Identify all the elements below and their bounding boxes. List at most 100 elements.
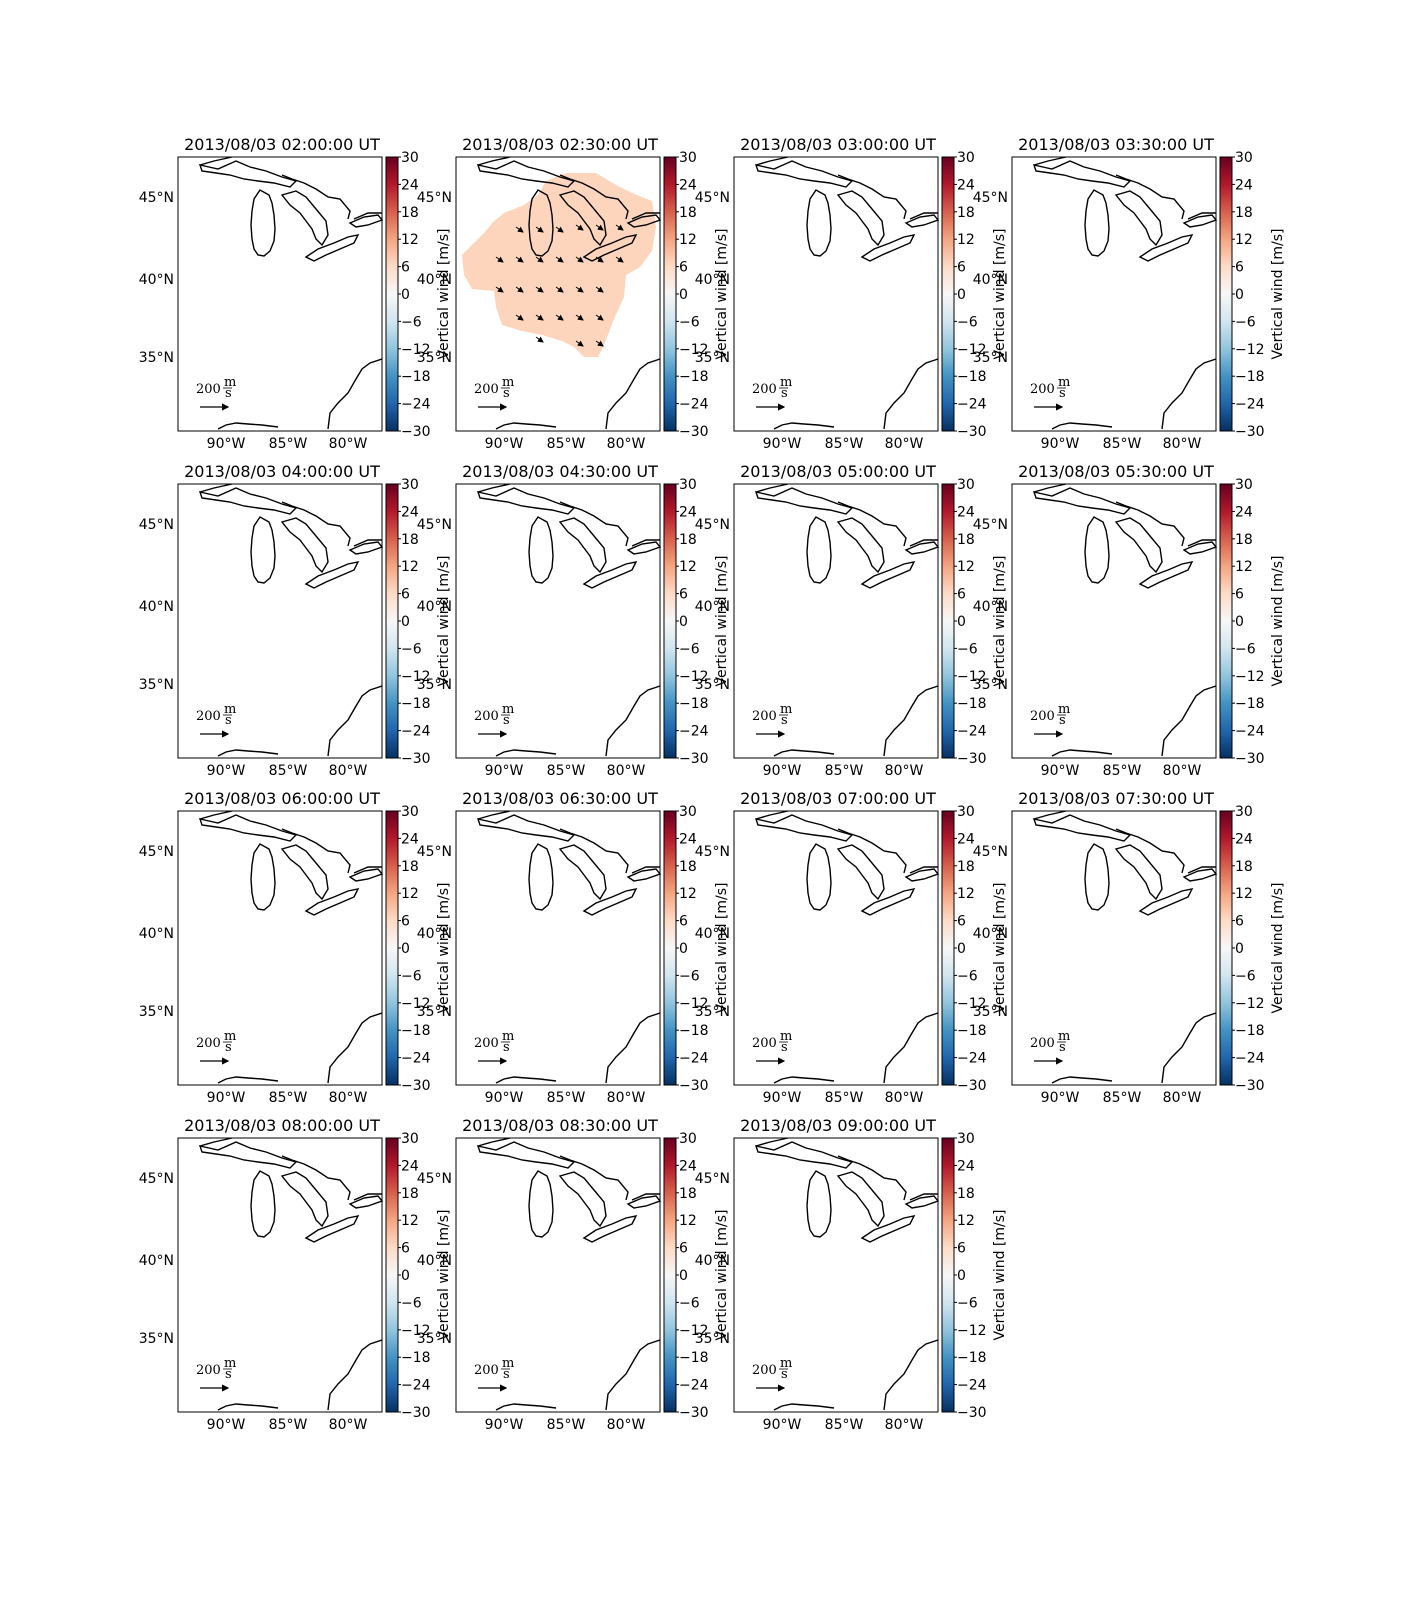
colorbar-tick-label: 12 [679,1213,697,1229]
panel-title: 2013/08/03 03:00:00 UT [740,135,936,154]
colorbar-tick-label: −12 [401,996,431,1012]
colorbar-tick-label: 6 [401,260,410,276]
coastline [773,749,835,757]
quiver-key-unit-den: s [1059,1040,1066,1055]
quiver-key-unit-num: m [224,1029,236,1044]
colorbar: 30 24 18 12 6 0 −6 −12 −18 −24 −30 Vertical wind [m… [663,150,730,440]
plot-frame [1011,810,1217,1086]
lat-tick-label: 45°N [695,190,730,206]
lon-tick-label: 80°W [329,436,368,452]
coastline [495,749,557,757]
colorbar: 30 24 18 12 6 0 −6 −12 −18 −24 −30 Vertical wind [m… [663,477,730,767]
coastline [773,1403,835,1411]
lat-tick-label: 45°N [417,190,452,206]
map-panel: 2013/08/03 08:30:00 UT 45°N 40°N 35°N 90°W 85… [417,1116,730,1433]
quiver-key-unit-num: m [502,1029,514,1044]
quiver-key-unit-num: m [1058,1029,1070,1044]
colorbar-tick-label: 6 [401,914,410,930]
colorbar-tick-label: 0 [401,1268,410,1284]
lat-tick-label: 35°N [417,350,452,366]
wind-vector [555,314,564,321]
colorbar-tick-label: −6 [679,1295,700,1311]
wind-vector [515,286,524,293]
quiver-key-value: 200 [474,1036,499,1051]
colorbar-tick-label: −6 [1235,968,1256,984]
lat-tick-label: 35°N [417,1004,452,1020]
lon-tick-label: 80°W [1163,436,1202,452]
colorbar-tick-label: 18 [957,1186,975,1202]
colorbar-tick-label: 30 [679,1131,697,1147]
colorbar-tick-label: 24 [957,831,975,847]
colorbar-tick-label: −12 [1235,996,1265,1012]
lon-tick-label: 90°W [763,1090,802,1106]
colorbar-tick-label: 30 [401,477,419,493]
lon-tick-label: 80°W [885,1417,924,1433]
lake-outline [250,843,276,911]
lake-outline [304,561,360,589]
colorbar-label: Vertical wind [m/s] [714,883,730,1014]
colorbar-tick-label: 0 [1235,614,1244,630]
wind-vector [515,314,524,321]
lake-outline [754,160,854,188]
lat-tick-label: 40°N [695,926,730,942]
colorbar-tick-label: 24 [401,831,419,847]
colorbar-tick-label: −24 [679,724,709,740]
lake-outline [1084,189,1110,257]
lat-tick-label: 45°N [139,844,174,860]
lat-tick-label: 45°N [695,517,730,533]
colorbar-tick-label: −12 [679,669,709,685]
colorbar-tick-label: −18 [957,696,987,712]
colorbar-tick-label: 30 [401,150,419,166]
colorbar: 30 24 18 12 6 0 −6 −12 −18 −24 −30 Vertical wind [m… [385,1131,452,1421]
lake-outline [558,190,607,247]
lake-outline [528,516,554,584]
colorbar-tick-label: 24 [679,831,697,847]
wind-vector [535,226,544,233]
map-panel: 2013/08/03 07:00:00 UT 45°N 40°N 35°N 90°W 85… [695,789,1008,1106]
coastline [477,483,660,547]
colorbar-tick-label: −6 [957,968,978,984]
colorbar-tick-label: 18 [1235,205,1253,221]
lat-tick-label: 40°N [417,1253,452,1269]
colorbar-tick-label: 0 [1235,287,1244,303]
coastline [1051,1076,1113,1084]
colorbar-scale [663,810,677,1086]
colorbar-tick-label: −18 [957,1350,987,1366]
vertical-wind-field [462,173,656,357]
coastlines [754,1137,940,1411]
colorbar-scale [663,156,677,432]
lake-outline [198,1141,298,1169]
colorbar-label: Vertical wind [m/s] [436,229,452,360]
lat-tick-label: 40°N [139,599,174,615]
colorbar-tick-label: −30 [1235,751,1265,767]
colorbar-tick-label: −18 [679,696,709,712]
colorbar-tick-label: 30 [679,804,697,820]
quiver-key-value: 200 [196,382,221,397]
plot-frame [177,1137,383,1413]
colorbar-tick-label: −12 [1235,669,1265,685]
coastline [217,422,279,430]
colorbar-tick-label: −6 [1235,641,1256,657]
colorbar-tick-label: −18 [957,369,987,385]
quiver-key-unit-den: s [1059,386,1066,401]
colorbar-tick-label: −30 [401,1078,431,1094]
lake-outline [198,487,298,515]
colorbar-tick-label: 12 [1235,886,1253,902]
lat-tick-label: 35°N [973,1004,1008,1020]
quiver-key-value: 200 [196,1363,221,1378]
lat-tick-label: 35°N [973,677,1008,693]
plot-area [1012,811,1216,1085]
wind-vector [595,286,604,293]
lon-tick-label: 85°W [547,763,586,779]
coastlines [754,483,940,757]
panel-title: 2013/08/03 08:00:00 UT [184,1116,380,1135]
lake-outline [558,844,607,901]
colorbar-tick-label: 12 [957,232,975,248]
map-panel: 2013/08/03 04:00:00 UT 45°N 40°N 35°N 90°W 85… [139,462,452,779]
coastline [1033,810,1216,874]
coastline [755,1137,938,1201]
wind-vector [495,256,504,263]
lat-tick-label: 35°N [139,1331,174,1347]
lat-tick-label: 40°N [139,926,174,942]
lake-outline [250,516,276,584]
